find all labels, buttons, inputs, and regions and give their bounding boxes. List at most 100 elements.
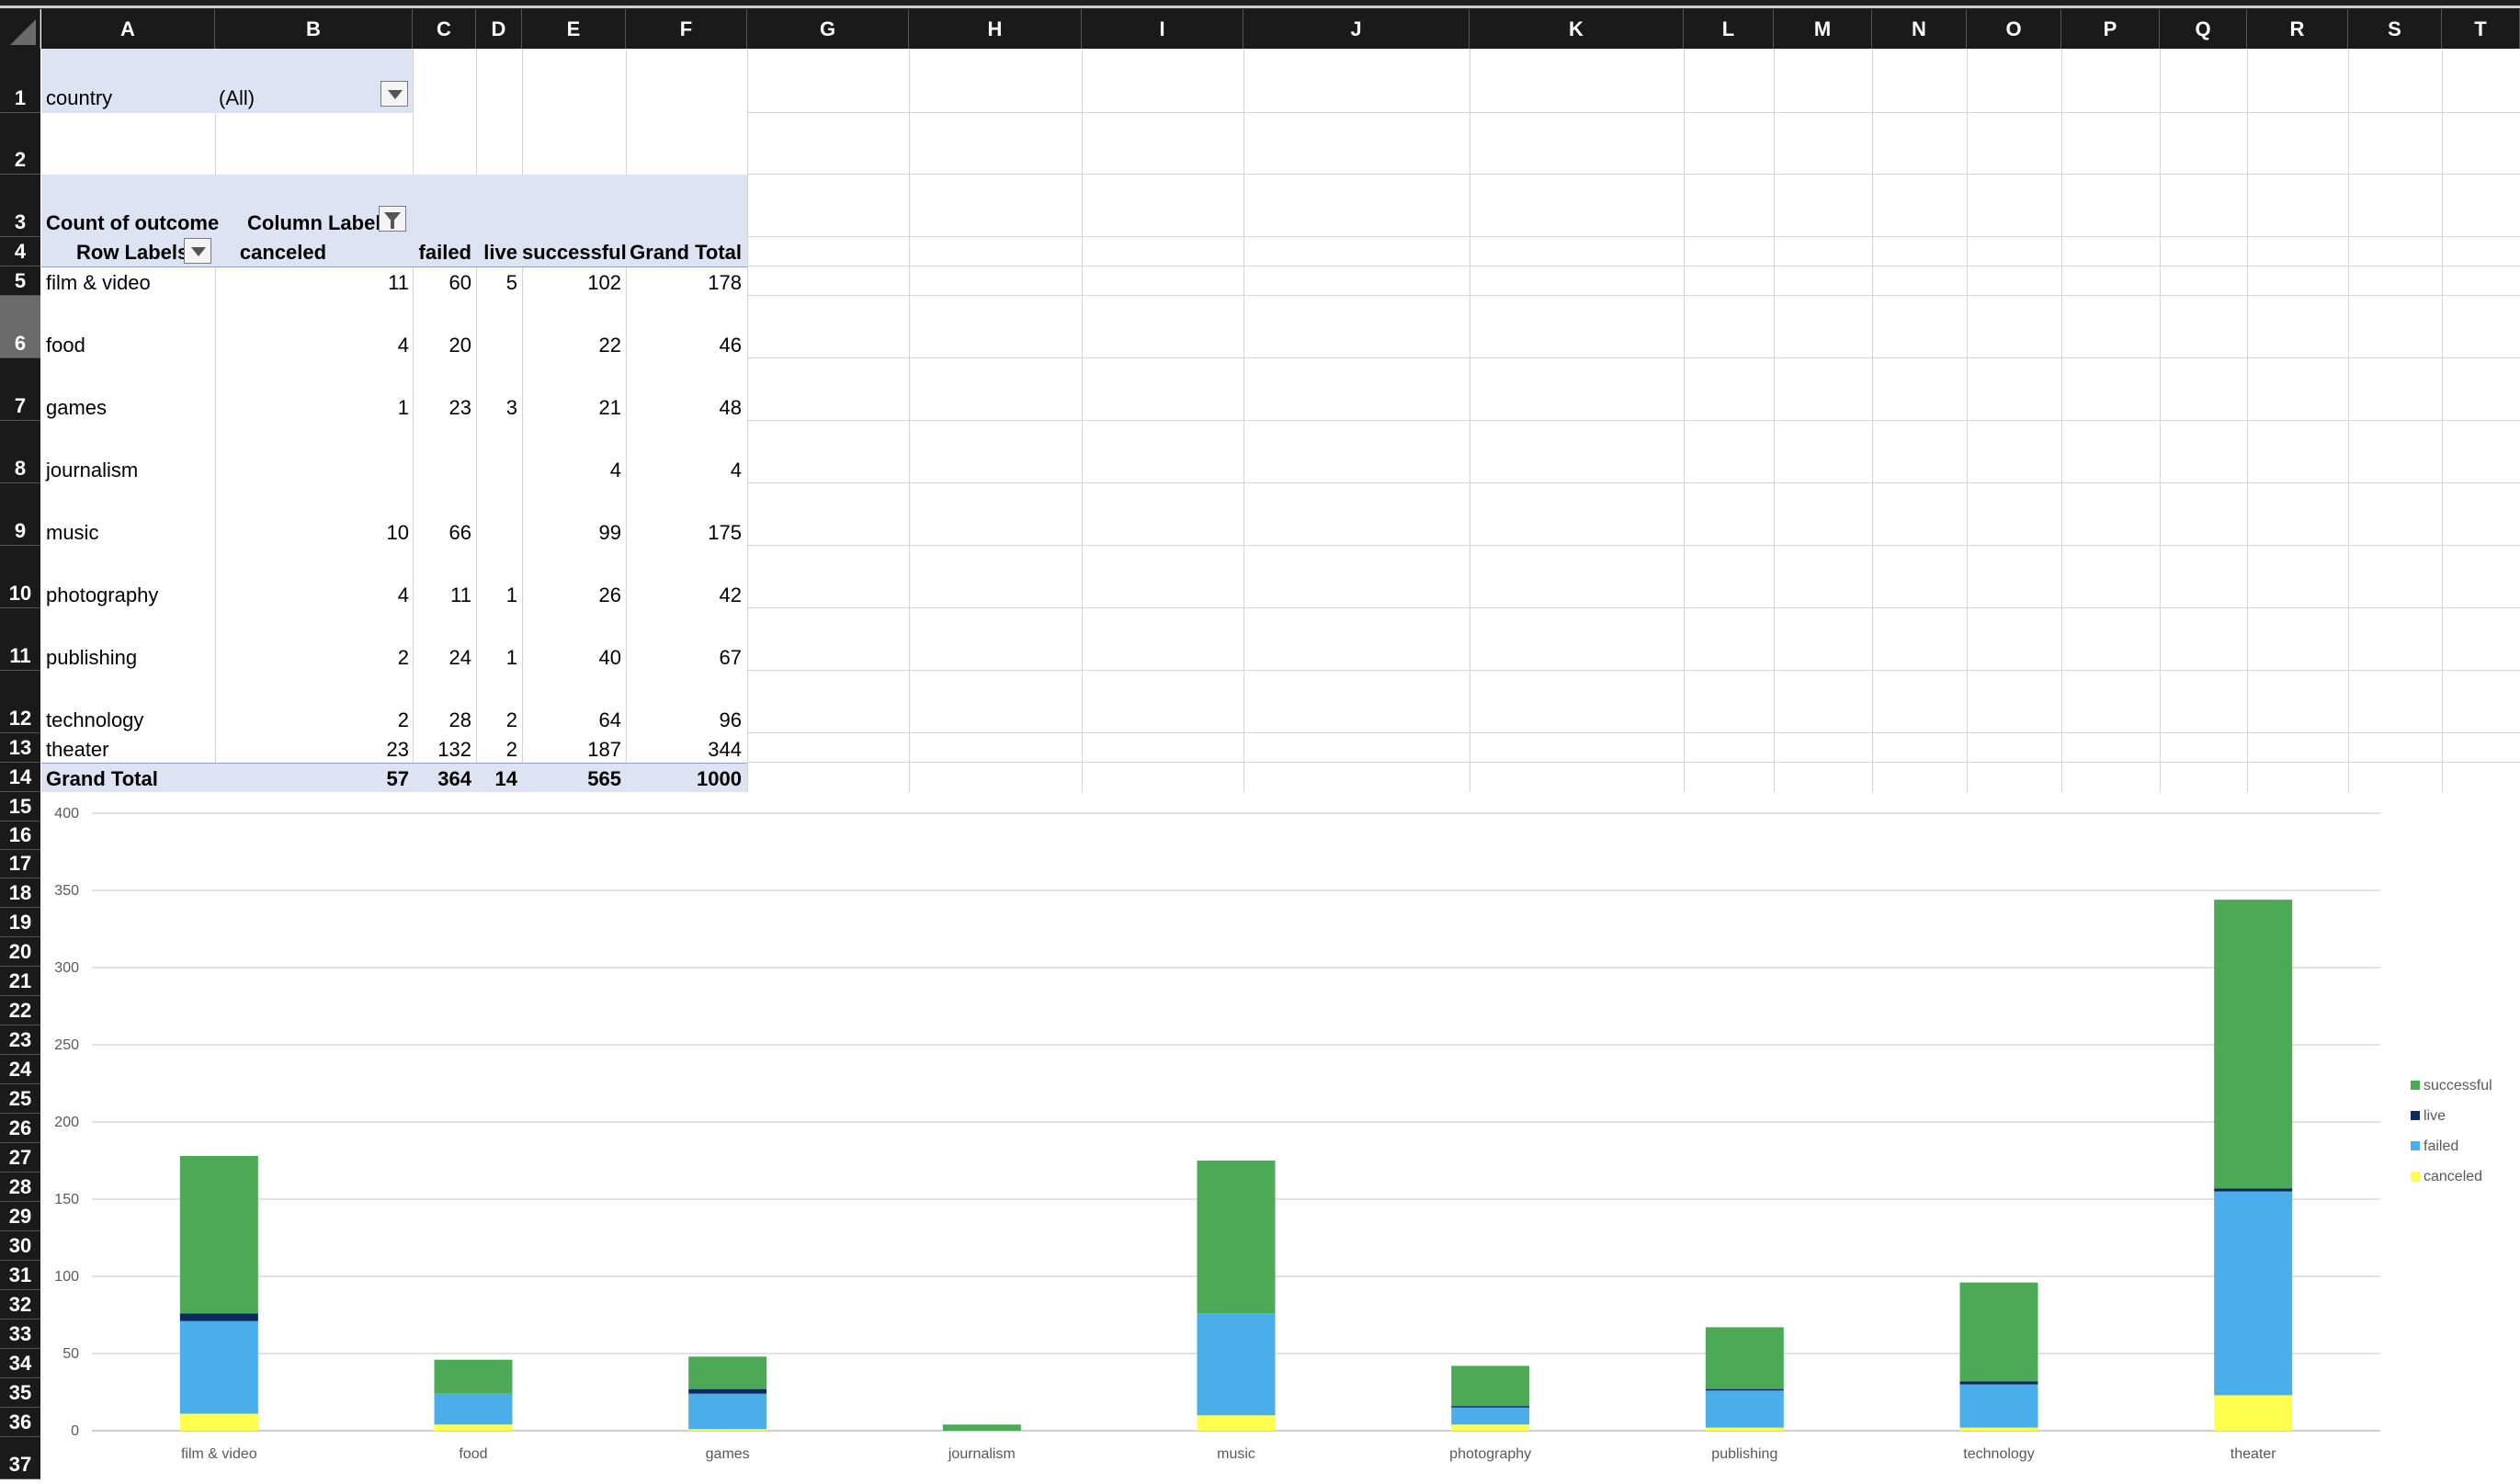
row-header-19[interactable]: 19 bbox=[0, 908, 40, 937]
row-header-16[interactable]: 16 bbox=[0, 821, 40, 850]
column-header-c[interactable]: C bbox=[413, 9, 476, 49]
cell-failed[interactable]: 24 bbox=[448, 646, 471, 669]
cell-successful[interactable]: 99 bbox=[598, 521, 621, 544]
cell-successful[interactable]: 40 bbox=[598, 646, 621, 669]
column-header-p[interactable]: P bbox=[2061, 9, 2160, 49]
column-header-s[interactable]: S bbox=[2348, 9, 2442, 49]
bar-live[interactable] bbox=[1451, 1406, 1530, 1408]
row-header-18[interactable]: 18 bbox=[0, 878, 40, 908]
column-header-g[interactable]: G bbox=[747, 9, 909, 49]
row-header-20[interactable]: 20 bbox=[0, 937, 40, 967]
bar-canceled[interactable] bbox=[434, 1424, 513, 1431]
row-header-12[interactable]: 12 bbox=[0, 671, 40, 733]
row-header-26[interactable]: 26 bbox=[0, 1114, 40, 1143]
filter-dropdown-button[interactable] bbox=[380, 81, 408, 107]
column-header-m[interactable]: M bbox=[1774, 9, 1872, 49]
cell-live[interactable]: 2 bbox=[505, 708, 517, 731]
column-header-f[interactable]: F bbox=[626, 9, 747, 49]
cell-successful[interactable]: 64 bbox=[598, 708, 621, 731]
cell-failed[interactable]: 66 bbox=[448, 521, 471, 544]
bar-failed[interactable] bbox=[1197, 1313, 1276, 1416]
row-header-9[interactable]: 9 bbox=[0, 483, 40, 546]
row-header-5[interactable]: 5 bbox=[0, 266, 40, 296]
grand-failed[interactable]: 364 bbox=[437, 767, 471, 790]
cell-total[interactable]: 48 bbox=[719, 396, 742, 419]
cell-total[interactable]: 67 bbox=[719, 646, 742, 669]
grand-total-value[interactable]: 1000 bbox=[697, 767, 742, 790]
row-labels-filter-button[interactable] bbox=[184, 238, 211, 264]
bar-successful[interactable] bbox=[688, 1356, 767, 1389]
cell-live[interactable]: 1 bbox=[505, 646, 517, 669]
bar-canceled[interactable] bbox=[1705, 1427, 1784, 1431]
grand-total-label[interactable]: Grand Total bbox=[46, 767, 158, 790]
bar-live[interactable] bbox=[1705, 1388, 1784, 1391]
bar-canceled[interactable] bbox=[1197, 1415, 1276, 1431]
bar-live[interactable] bbox=[2214, 1188, 2293, 1192]
column-header-h[interactable]: H bbox=[909, 9, 1082, 49]
grand-canceled[interactable]: 57 bbox=[386, 767, 409, 790]
bar-failed[interactable] bbox=[1451, 1407, 1530, 1425]
bar-canceled[interactable] bbox=[1959, 1427, 2038, 1431]
column-header-t[interactable]: T bbox=[2442, 9, 2520, 49]
row-label[interactable]: games bbox=[46, 396, 108, 419]
bar-successful[interactable] bbox=[2214, 900, 2293, 1189]
stacked-bar-chart[interactable]: 0 50 100 150 200 250 300 350 400 film & video food… bbox=[41, 792, 2520, 1479]
grand-successful[interactable]: 565 bbox=[587, 767, 621, 790]
column-header-a[interactable]: A bbox=[41, 9, 215, 49]
cell-canceled[interactable]: 2 bbox=[397, 708, 409, 731]
bar-successful[interactable] bbox=[179, 1155, 258, 1314]
cell-successful[interactable]: 26 bbox=[598, 583, 621, 606]
column-header-i[interactable]: I bbox=[1082, 9, 1243, 49]
bar-failed[interactable] bbox=[434, 1393, 513, 1425]
cell-canceled[interactable]: 1 bbox=[397, 396, 409, 419]
bar-successful[interactable] bbox=[1451, 1365, 1530, 1407]
column-header-r[interactable]: R bbox=[2247, 9, 2348, 49]
column-header-o[interactable]: O bbox=[1967, 9, 2061, 49]
bar-failed[interactable] bbox=[2214, 1191, 2293, 1396]
cell-failed[interactable]: 11 bbox=[450, 583, 471, 606]
cell-failed[interactable]: 132 bbox=[437, 738, 471, 761]
row-header-32[interactable]: 32 bbox=[0, 1290, 40, 1320]
row-label[interactable]: technology bbox=[46, 708, 144, 731]
cell-canceled[interactable]: 4 bbox=[397, 583, 409, 606]
row-label[interactable]: theater bbox=[46, 738, 109, 761]
row-header-8[interactable]: 8 bbox=[0, 421, 40, 483]
column-header-e[interactable]: E bbox=[522, 9, 626, 49]
cell-live[interactable]: 3 bbox=[505, 396, 517, 419]
cell-successful[interactable]: 22 bbox=[598, 334, 621, 357]
row-header-29[interactable]: 29 bbox=[0, 1202, 40, 1231]
row-header-37[interactable]: 37 bbox=[0, 1437, 40, 1479]
cell-successful[interactable]: 187 bbox=[587, 738, 621, 761]
row-header-6[interactable]: 6 bbox=[0, 296, 40, 358]
cell-total[interactable]: 344 bbox=[708, 738, 742, 761]
row-header-17[interactable]: 17 bbox=[0, 850, 40, 878]
row-header-34[interactable]: 34 bbox=[0, 1349, 40, 1378]
row-label[interactable]: publishing bbox=[46, 646, 138, 669]
row-header-31[interactable]: 31 bbox=[0, 1261, 40, 1290]
column-labels-filter-button[interactable] bbox=[379, 206, 406, 232]
row-header-3[interactable]: 3 bbox=[0, 175, 40, 237]
column-header-l[interactable]: L bbox=[1684, 9, 1774, 49]
row-header-28[interactable]: 28 bbox=[0, 1172, 40, 1202]
cell-failed[interactable]: 60 bbox=[448, 271, 471, 294]
row-label[interactable]: film & video bbox=[46, 271, 151, 294]
row-header-24[interactable]: 24 bbox=[0, 1055, 40, 1084]
filter-field-value[interactable]: (All) bbox=[219, 86, 255, 109]
cell-live[interactable]: 1 bbox=[505, 583, 517, 606]
cell-successful[interactable]: 4 bbox=[609, 459, 621, 481]
row-header-1[interactable]: 1 bbox=[0, 49, 40, 113]
row-header-13[interactable]: 13 bbox=[0, 733, 40, 763]
cell-canceled[interactable]: 10 bbox=[386, 521, 409, 544]
bar-failed[interactable] bbox=[688, 1393, 767, 1430]
select-all-corner[interactable] bbox=[0, 9, 40, 49]
row-header-15[interactable]: 15 bbox=[0, 792, 40, 821]
row-header-7[interactable]: 7 bbox=[0, 358, 40, 421]
row-header-33[interactable]: 33 bbox=[0, 1320, 40, 1349]
row-header-2[interactable]: 2 bbox=[0, 113, 40, 175]
bar-canceled[interactable] bbox=[179, 1413, 258, 1431]
bar-successful[interactable] bbox=[1959, 1282, 2038, 1382]
row-header-14[interactable]: 14 bbox=[0, 763, 40, 792]
cell-live[interactable]: 5 bbox=[505, 271, 517, 294]
row-header-36[interactable]: 36 bbox=[0, 1408, 40, 1437]
column-header-d[interactable]: D bbox=[476, 9, 522, 49]
